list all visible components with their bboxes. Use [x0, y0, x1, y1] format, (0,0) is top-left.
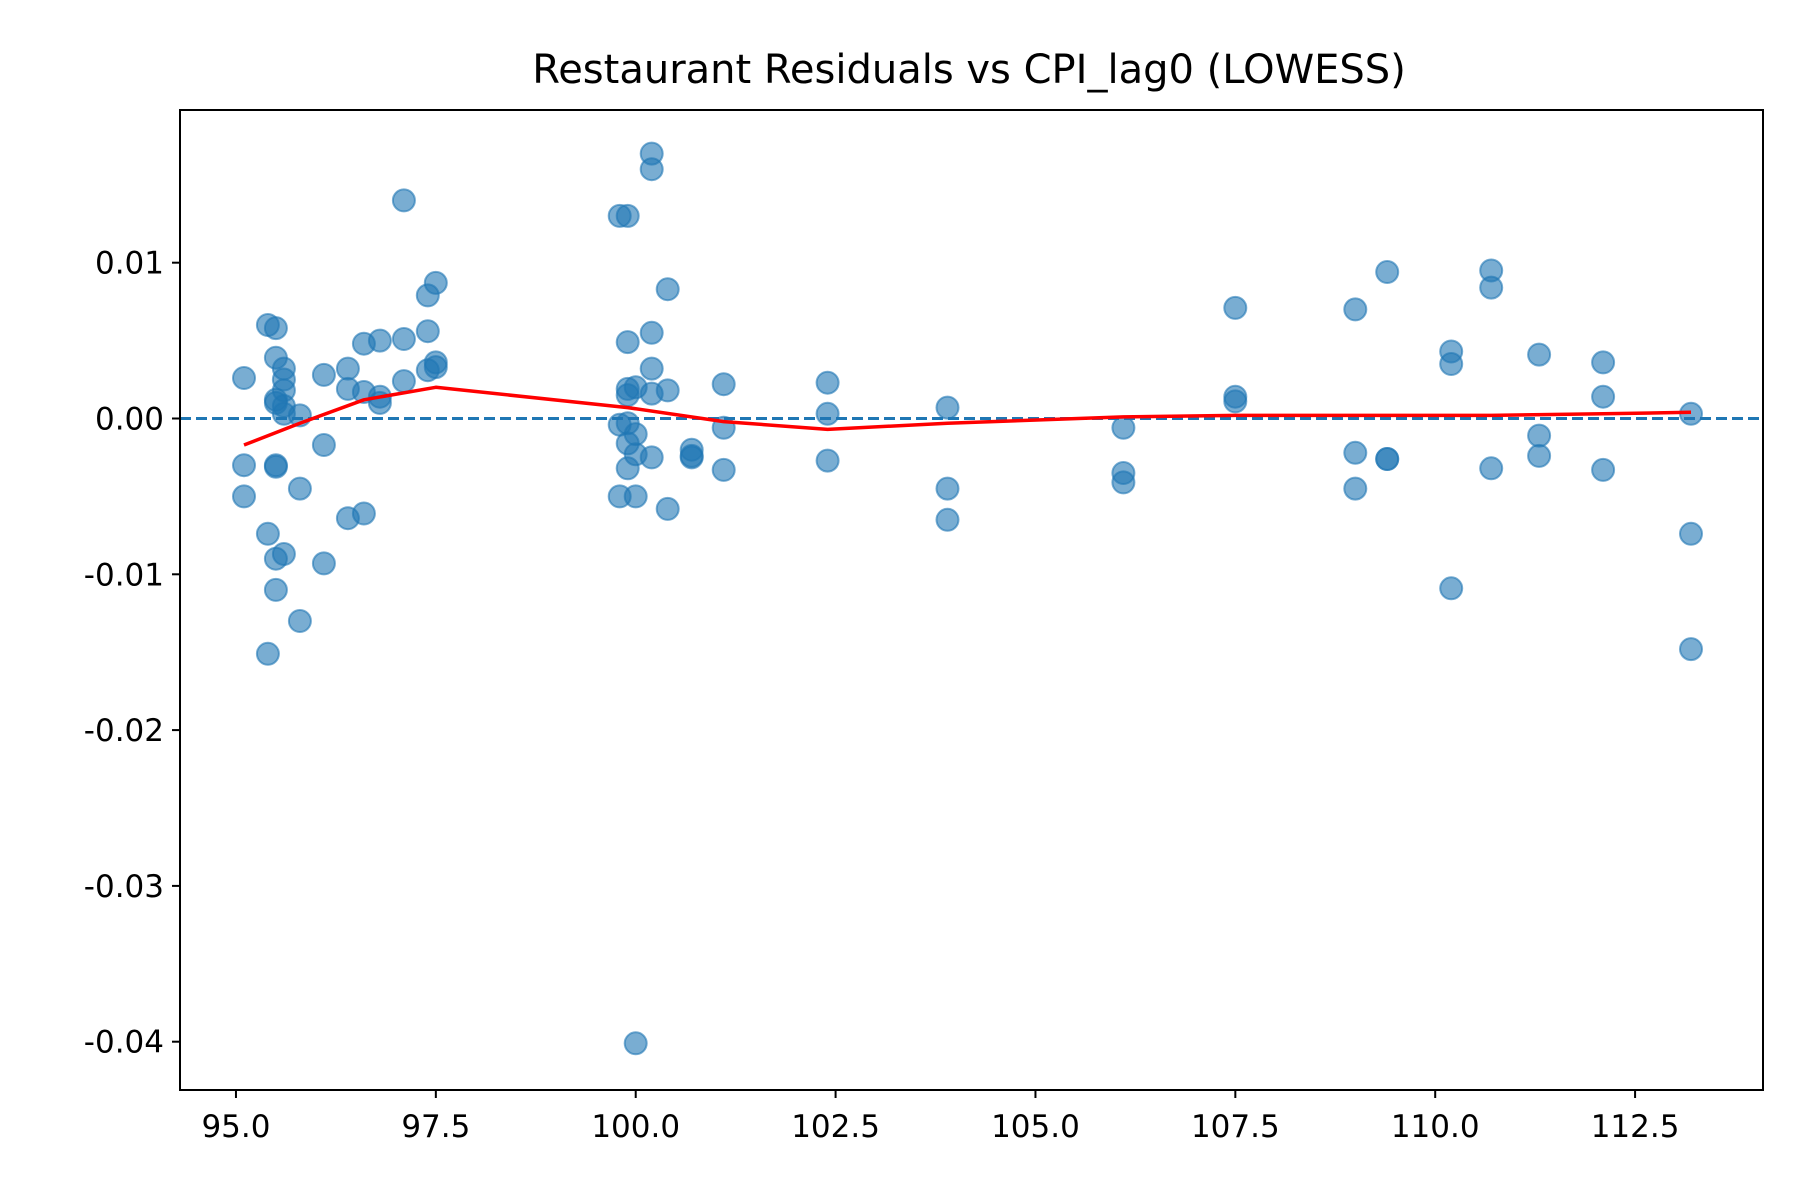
data-point [615, 330, 640, 355]
data-point [1375, 260, 1400, 284]
data-point [623, 422, 648, 447]
data-point [655, 496, 680, 521]
data-point [1343, 297, 1368, 322]
x-tick-label: 112.5 [1591, 1109, 1680, 1145]
y-tick-label: -0.01 [84, 557, 164, 593]
lowess-line [243, 385, 1692, 447]
x-tick-label: 110.0 [1391, 1109, 1480, 1145]
data-point [1375, 447, 1400, 471]
data-point [391, 369, 416, 394]
data-point [1479, 275, 1504, 300]
data-point [623, 1031, 648, 1056]
data-point [1679, 521, 1703, 546]
lowess-curve-layer [243, 385, 1692, 447]
data-point [1111, 470, 1136, 495]
plot-frame [179, 109, 1764, 1091]
data-point [1111, 415, 1136, 440]
x-tick-label: 107.5 [1191, 1109, 1280, 1145]
data-point [367, 328, 392, 353]
data-point [232, 484, 256, 509]
data-point [815, 401, 840, 426]
data-point [679, 445, 704, 470]
data-point [263, 577, 288, 602]
data-point [255, 521, 280, 546]
x-tick-label: 100.0 [591, 1109, 680, 1145]
x-tick-label: 95.0 [201, 1109, 270, 1145]
data-point [639, 157, 664, 182]
data-point [423, 355, 448, 380]
data-point [711, 372, 736, 397]
data-point [1223, 389, 1248, 414]
data-point [1439, 576, 1464, 601]
data-point [1591, 384, 1616, 409]
data-point [311, 362, 336, 387]
data-points-layer [232, 141, 1703, 1056]
y-tick-label: 0.01 [95, 246, 164, 282]
x-tick-label: 105.0 [991, 1109, 1080, 1145]
y-tick-label: 0.00 [95, 401, 164, 437]
data-point [1439, 352, 1464, 376]
x-tick-label: 102.5 [791, 1109, 880, 1145]
data-point [391, 327, 416, 351]
y-tick-label: -0.04 [84, 1025, 164, 1061]
data-point [391, 188, 416, 213]
data-point [935, 476, 960, 501]
data-point [1527, 443, 1552, 468]
y-tick-label: -0.03 [84, 869, 164, 905]
data-point [263, 454, 288, 479]
data-point [815, 370, 840, 395]
data-point [1527, 423, 1552, 448]
data-point [1527, 342, 1552, 367]
data-point [1343, 476, 1368, 501]
data-point [1479, 456, 1504, 481]
y-axis: 0.01 0.00 -0.01 -0.02 -0.03 -0.04 [84, 246, 180, 1061]
data-point [655, 277, 680, 302]
data-point [1679, 637, 1703, 662]
data-point [351, 501, 376, 526]
chart-title: Restaurant Residuals vs CPI_lag0 (LOWESS… [532, 47, 1406, 93]
data-point [1223, 295, 1248, 320]
data-point [287, 609, 312, 633]
data-point [232, 453, 256, 478]
data-point [711, 457, 736, 482]
data-point [311, 433, 336, 457]
data-point [255, 641, 280, 666]
data-point [935, 395, 960, 420]
x-axis: 95.0 97.5 100.0 102.5 105.0 107.5 110.0 112.5 [201, 1090, 1679, 1145]
y-tick-label: -0.02 [84, 713, 164, 749]
data-point [815, 448, 840, 473]
data-point [639, 445, 664, 470]
data-point [639, 356, 664, 381]
data-point [655, 378, 680, 403]
data-point [263, 316, 288, 341]
data-point [311, 551, 336, 576]
data-point [287, 476, 312, 501]
data-point [415, 319, 440, 344]
data-point [615, 203, 640, 228]
data-point [1591, 457, 1616, 482]
data-point [1343, 440, 1368, 465]
data-point [935, 507, 960, 532]
data-point [232, 366, 256, 390]
data-point [423, 270, 448, 295]
data-point [623, 484, 648, 509]
data-point [639, 320, 664, 345]
x-tick-label: 97.5 [401, 1109, 470, 1145]
data-point [1591, 350, 1616, 375]
data-point [335, 356, 360, 381]
data-point [271, 542, 296, 566]
